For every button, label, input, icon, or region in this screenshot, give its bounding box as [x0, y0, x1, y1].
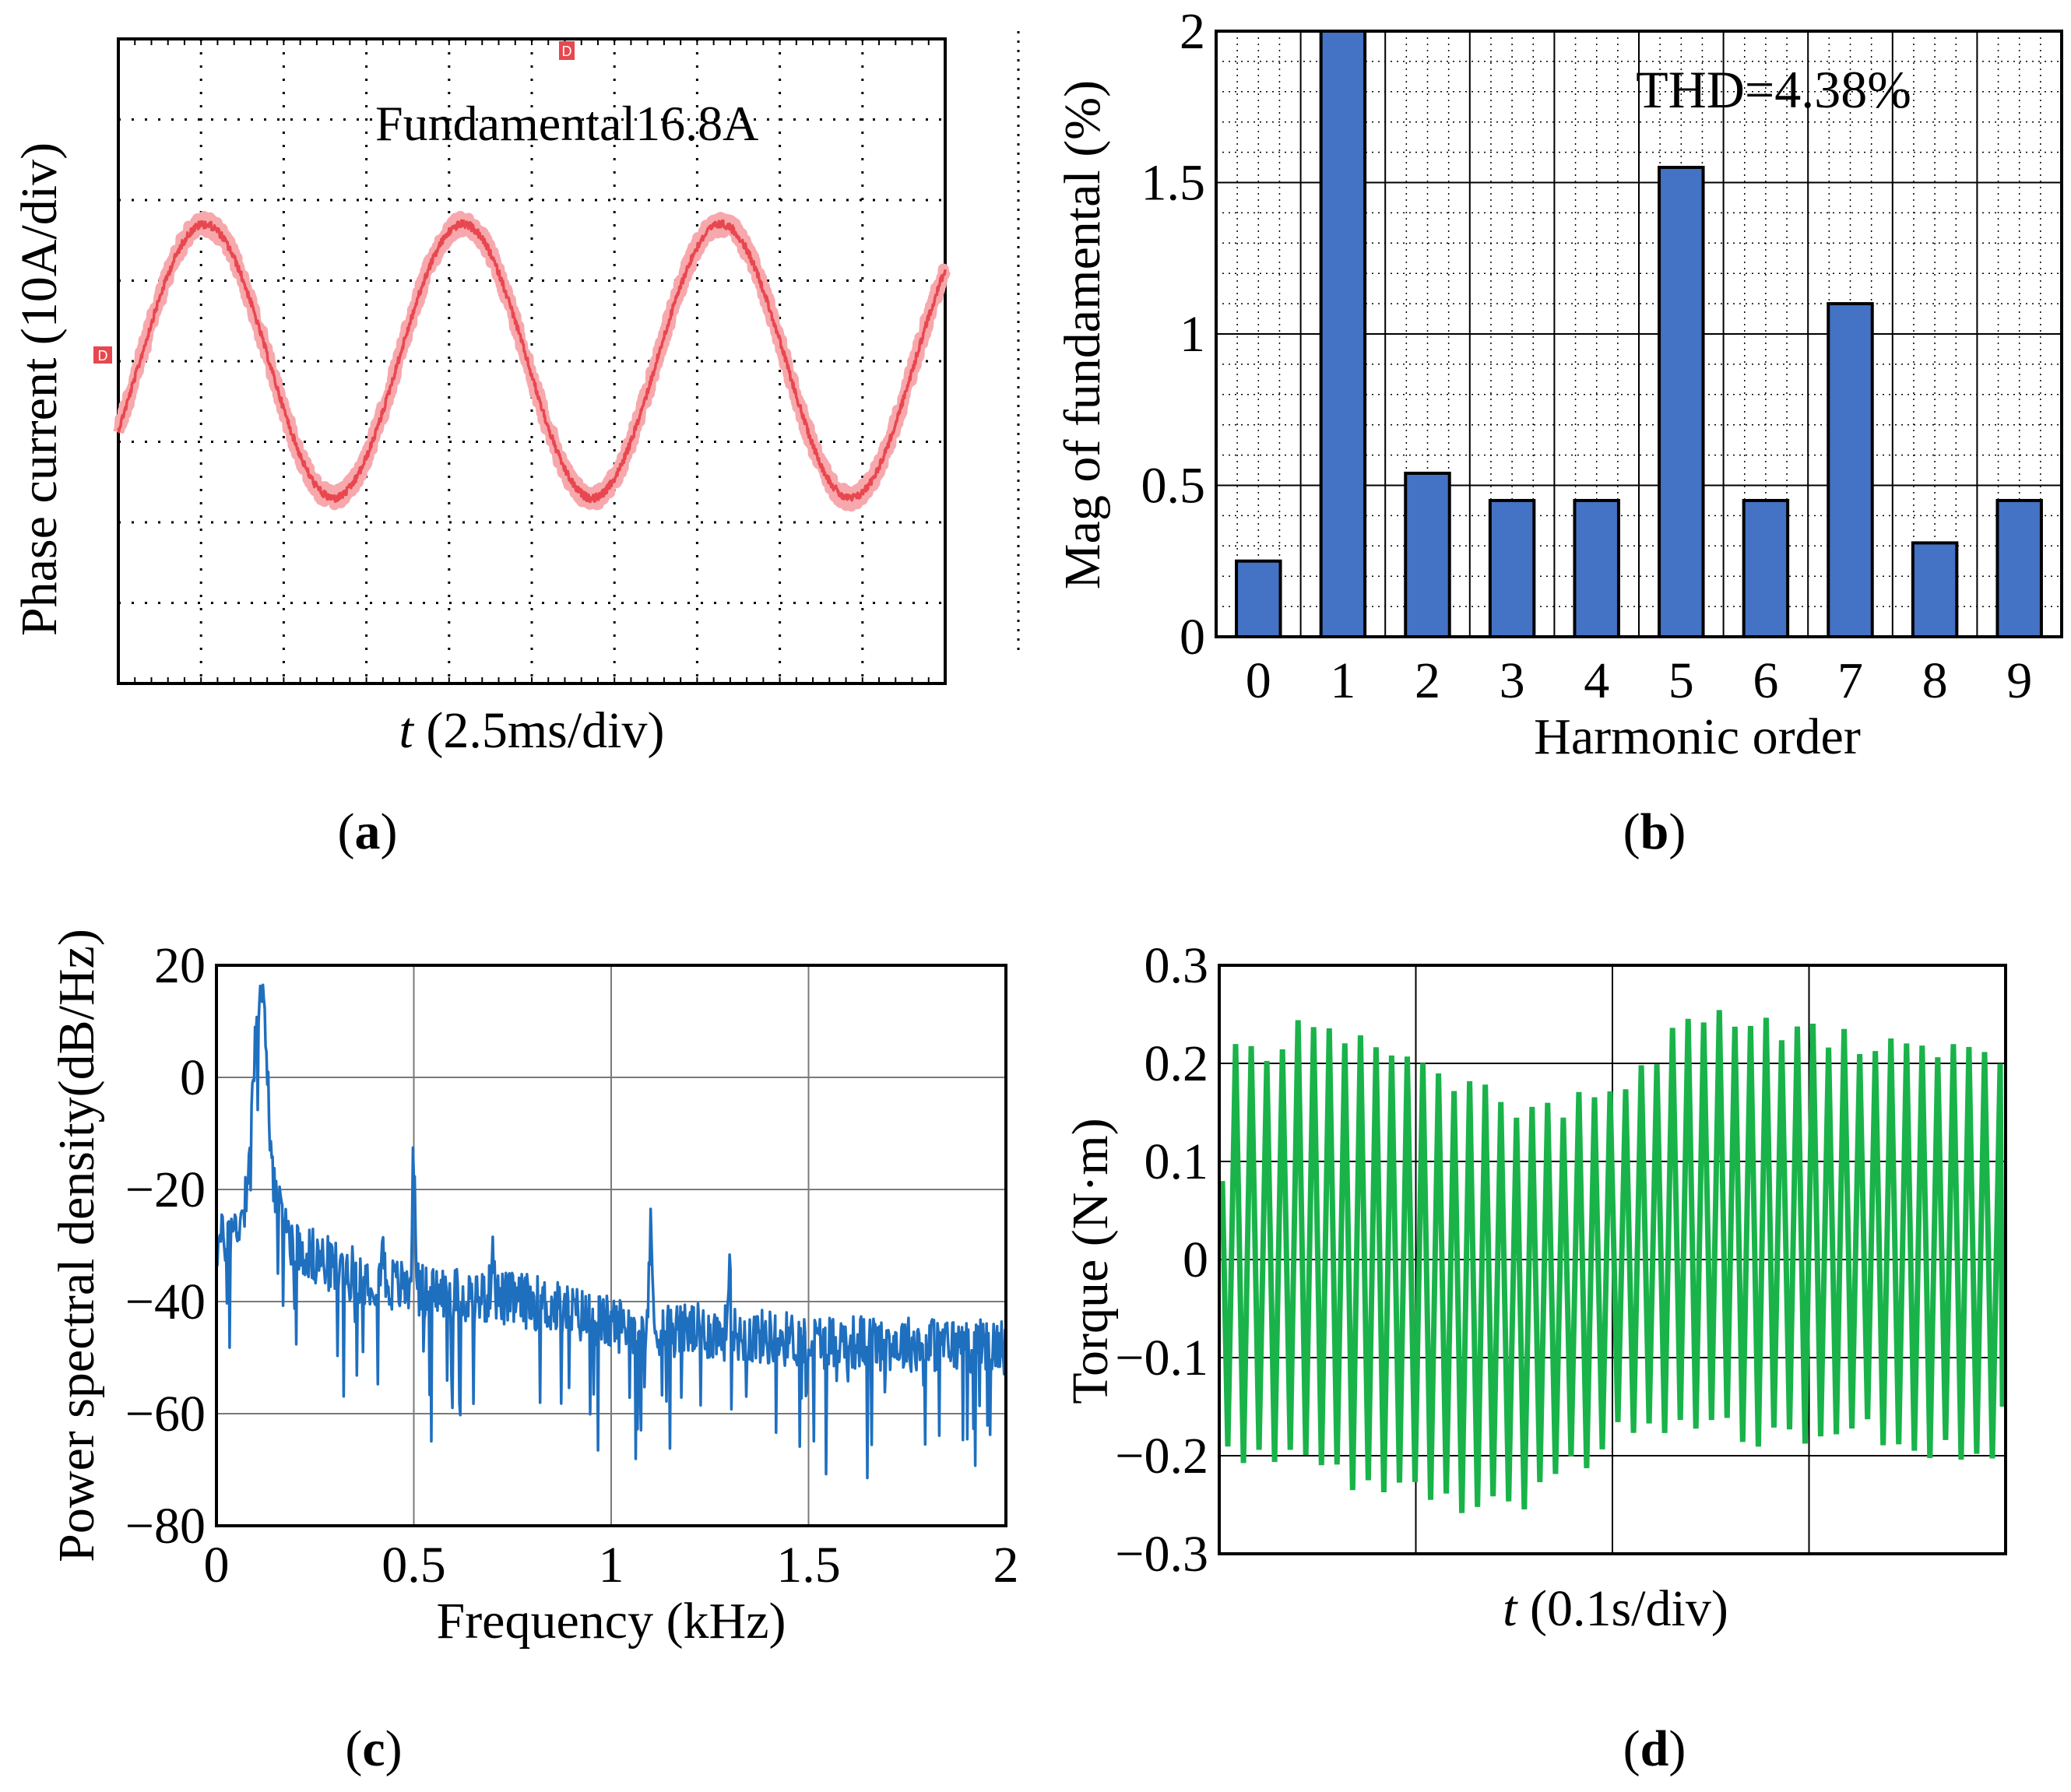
x-tick-label: 1: [599, 1537, 624, 1593]
y-tick-label: 0.1: [1144, 1133, 1209, 1190]
trigger-marker: D: [559, 41, 575, 60]
bar-harmonic-5: [1658, 166, 1705, 639]
plot-frame: [215, 964, 1007, 1527]
x-tick-label: 0: [1246, 652, 1271, 709]
x-tick-label: 4: [1584, 652, 1609, 709]
bar-harmonic-4: [1573, 498, 1620, 639]
bar-harmonic-7: [1827, 302, 1874, 638]
x-tick-label: 0.5: [382, 1537, 446, 1593]
bar-harmonic-8: [1911, 541, 1959, 638]
ground-marker: D: [93, 346, 112, 364]
y-tick-label: 0.3: [1144, 937, 1209, 994]
x-tick-label: 2: [993, 1537, 1019, 1593]
y-tick-labels: 20 0 −20 −40 −60 −80: [125, 937, 206, 1555]
x-axis-label: t (0.1s/div): [1503, 1580, 1728, 1637]
y-tick-label: 0: [180, 1049, 206, 1106]
bar-harmonic-6: [1742, 498, 1790, 639]
svg-text:D: D: [562, 44, 572, 59]
y-tick-label: −0.2: [1115, 1428, 1208, 1485]
torque-trace: [1219, 1010, 2006, 1513]
y-tick-label: 0.2: [1144, 1035, 1209, 1092]
x-tick-label: 2: [1415, 652, 1440, 709]
bar-harmonic-1: [1319, 30, 1367, 638]
panel-label-b: (b): [1623, 803, 1686, 860]
svg-text:D: D: [98, 348, 108, 364]
y-tick-label: 0: [1183, 1232, 1208, 1288]
x-tick-label: 3: [1500, 652, 1525, 709]
y-tick-label: 1.5: [1141, 155, 1206, 212]
panel-d: 0.3 0.2 0.1 0 −0.1 −0.2 −0.3 t (0.1s/div) Torq…: [1062, 937, 2007, 1777]
bar-harmonic-2: [1404, 471, 1451, 638]
y-tick-label: −80: [125, 1498, 206, 1555]
y-axis-label: Phase current (10A/div): [11, 142, 68, 636]
psd-trace: [215, 983, 1007, 1480]
panel-c: 20 0 −20 −40 −60 −80 0 0.5 1 1.5 2 Frequency (kHz…: [48, 929, 1019, 1777]
x-axis-label: t (2.5ms/div): [399, 702, 665, 759]
x-tick-label: 1: [1330, 652, 1355, 709]
panel-a: Fundamental16.8A D D Phase current (10A/…: [11, 37, 951, 860]
x-tick-labels: 0 0.5 1 1.5 2: [204, 1537, 1019, 1593]
thd-annotation: THD=4.38%: [1636, 60, 1911, 119]
phase-current-trace: [117, 219, 947, 504]
y-tick-label: 20: [154, 937, 206, 994]
y-tick-label: 2: [1180, 3, 1205, 60]
x-axis-label: Frequency (kHz): [437, 1593, 786, 1650]
panel-label-a: (a): [338, 803, 398, 860]
panel-label-d: (d): [1623, 1720, 1686, 1777]
x-tick-labels: 0 1 2 3 4 5 6 7 8 9: [1246, 652, 2032, 709]
y-tick-labels: 0 0.5 1 1.5 2: [1141, 3, 1206, 666]
y-axis-label: Torque (N·m): [1062, 1118, 1119, 1404]
y-tick-label: −20: [125, 1161, 206, 1218]
panel-b: 0 0.5 1 1.5 2 0 1 2 3 4 5 6 7 8 9 THD=4.38% Harmonic …: [1054, 3, 2063, 860]
y-axis-label: Mag of fundamental (%): [1054, 80, 1111, 589]
panel-label-c: (c): [345, 1720, 402, 1777]
y-tick-label: −60: [125, 1386, 206, 1442]
y-tick-label: −0.3: [1115, 1526, 1208, 1583]
x-tick-label: 6: [1753, 652, 1778, 709]
fundamental-annotation: Fundamental16.8A: [375, 96, 758, 151]
x-tick-label: 5: [1668, 652, 1694, 709]
y-tick-label: −0.1: [1115, 1330, 1208, 1386]
x-tick-label: 8: [1922, 652, 1948, 709]
y-tick-labels: 0.3 0.2 0.1 0 −0.1 −0.2 −0.3: [1115, 937, 1208, 1583]
x-tick-label: 1.5: [776, 1537, 841, 1593]
bar-harmonic-9: [1995, 498, 2043, 639]
y-tick-label: 0.5: [1141, 458, 1206, 515]
y-tick-label: −40: [125, 1274, 206, 1330]
x-axis-label: Harmonic order: [1534, 708, 1861, 765]
bar-harmonic-3: [1488, 498, 1536, 639]
y-tick-label: 1: [1180, 306, 1205, 363]
x-tick-label: 7: [1837, 652, 1863, 709]
bar-harmonic-0: [1235, 559, 1282, 638]
y-tick-label: 0: [1180, 609, 1205, 666]
plot-frame: [1218, 964, 2007, 1555]
plot-frame: [1215, 30, 2063, 638]
x-tick-label: 0: [204, 1537, 230, 1593]
x-tick-label: 9: [2006, 652, 2032, 709]
bars: [1235, 30, 2043, 639]
y-axis-label: Power spectral density(dB/Hz): [48, 929, 105, 1562]
